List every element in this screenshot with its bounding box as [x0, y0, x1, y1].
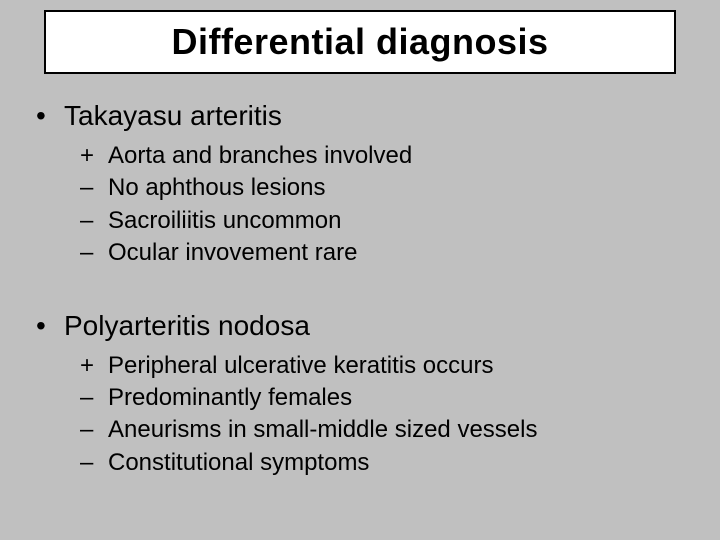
list-item-text: Aorta and branches involved [108, 140, 412, 172]
minus-icon: – [80, 237, 108, 269]
list-item: + Peripheral ulcerative keratitis occurs [80, 350, 684, 382]
list-item: – Aneurisms in small-middle sized vessel… [80, 414, 684, 446]
list-item: – Constitutional symptoms [80, 447, 684, 479]
minus-icon: – [80, 382, 108, 414]
plus-icon: + [80, 350, 108, 382]
minus-icon: – [80, 205, 108, 237]
list-item-text: Ocular invovement rare [108, 237, 357, 269]
slide-title: Differential diagnosis [171, 21, 548, 63]
list-item: + Aorta and branches involved [80, 140, 684, 172]
title-box: Differential diagnosis [44, 10, 676, 74]
slide: Differential diagnosis • Takayasu arteri… [0, 0, 720, 540]
list-item-text: Sacroiliitis uncommon [108, 205, 341, 237]
list-item-text: Peripheral ulcerative keratitis occurs [108, 350, 494, 382]
minus-icon: – [80, 172, 108, 204]
list-item-text: Constitutional symptoms [108, 447, 369, 479]
section-sublist: + Peripheral ulcerative keratitis occurs… [36, 350, 684, 480]
section-heading-row: • Takayasu arteritis [36, 100, 684, 132]
list-item-text: Predominantly females [108, 382, 352, 414]
slide-content: • Takayasu arteritis + Aorta and branche… [36, 100, 684, 503]
list-item: – No aphthous lesions [80, 172, 684, 204]
bullet-icon: • [36, 100, 64, 132]
minus-icon: – [80, 414, 108, 446]
list-item-text: No aphthous lesions [108, 172, 325, 204]
section-heading-row: • Polyarteritis nodosa [36, 310, 684, 342]
section-sublist: + Aorta and branches involved – No aphth… [36, 140, 684, 270]
section-heading: Polyarteritis nodosa [64, 310, 310, 342]
plus-icon: + [80, 140, 108, 172]
list-item: – Predominantly females [80, 382, 684, 414]
bullet-icon: • [36, 310, 64, 342]
minus-icon: – [80, 447, 108, 479]
list-item-text: Aneurisms in small-middle sized vessels [108, 414, 537, 446]
list-item: – Sacroiliitis uncommon [80, 205, 684, 237]
list-item: – Ocular invovement rare [80, 237, 684, 269]
section-heading: Takayasu arteritis [64, 100, 282, 132]
